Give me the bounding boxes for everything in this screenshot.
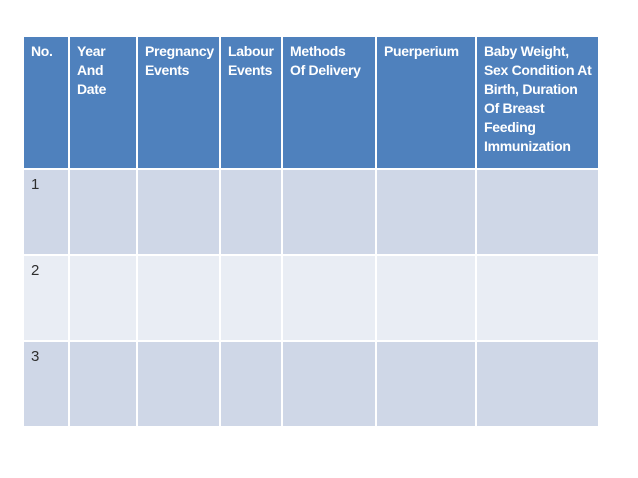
empty-cell-pregnancy-events (136, 168, 221, 256)
empty-cell-labour-events (219, 254, 283, 342)
empty-cell-methods-of-delivery (281, 168, 377, 256)
row-number-cell: 2 (22, 254, 70, 342)
column-header-puerperium: Puerperium (375, 35, 477, 170)
empty-cell-labour-events (219, 168, 283, 256)
empty-cell-puerperium (375, 340, 477, 428)
empty-cell-labour-events (219, 340, 283, 428)
column-header-baby-weight-details: Baby Weight, Sex Condition At Birth, Dur… (475, 35, 600, 170)
empty-cell-puerperium (375, 254, 477, 342)
empty-cell-baby-weight-details (475, 340, 600, 428)
empty-cell-methods-of-delivery (281, 254, 377, 342)
empty-cell-puerperium (375, 168, 477, 256)
table-row-3: 3 (22, 340, 600, 428)
column-header-labour-events: Labour Events (219, 35, 283, 170)
empty-cell-year-and-date (68, 168, 138, 256)
empty-cell-baby-weight-details (475, 254, 600, 342)
obstetric-history-table: No. Year And Date Pregnancy Events Labou… (22, 35, 600, 428)
row-number-cell: 1 (22, 168, 70, 256)
empty-cell-year-and-date (68, 340, 138, 428)
table-row-1: 1 (22, 168, 600, 256)
row-number-cell: 3 (22, 340, 70, 428)
empty-cell-pregnancy-events (136, 254, 221, 342)
table-header-row: No. Year And Date Pregnancy Events Labou… (22, 35, 600, 170)
column-header-year-and-date: Year And Date (68, 35, 138, 170)
column-header-no: No. (22, 35, 70, 170)
empty-cell-year-and-date (68, 254, 138, 342)
empty-cell-baby-weight-details (475, 168, 600, 256)
table-row-2: 2 (22, 254, 600, 342)
empty-cell-pregnancy-events (136, 340, 221, 428)
column-header-methods-of-delivery: Methods Of Delivery (281, 35, 377, 170)
empty-cell-methods-of-delivery (281, 340, 377, 428)
column-header-pregnancy-events: Pregnancy Events (136, 35, 221, 170)
